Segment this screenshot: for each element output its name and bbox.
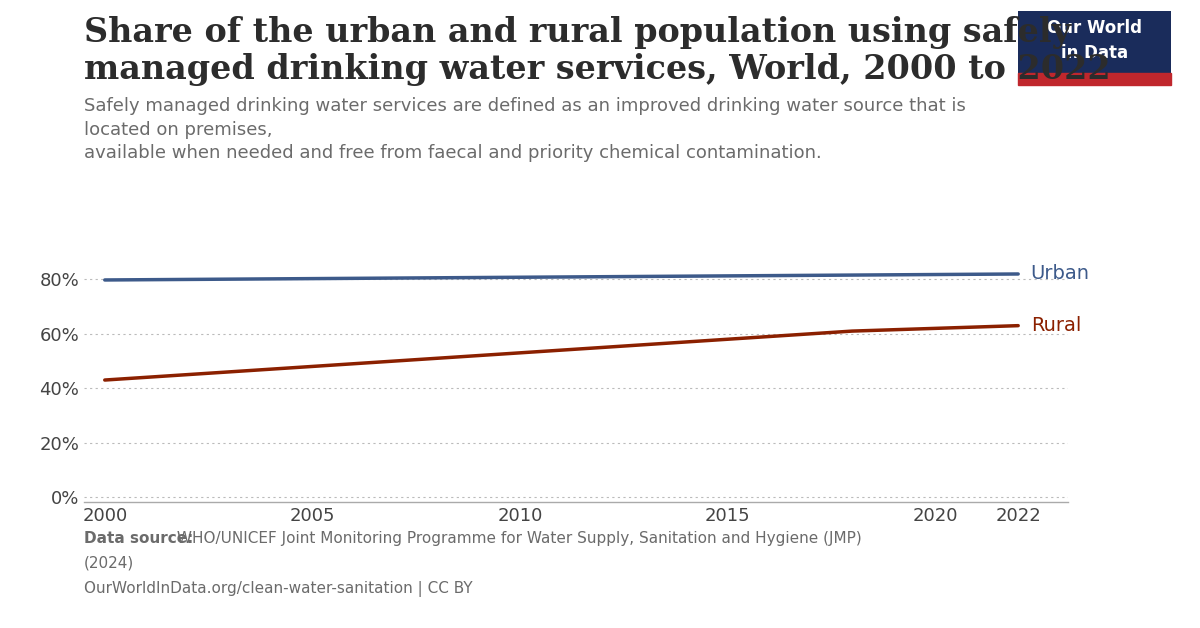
Text: Rural: Rural — [1031, 316, 1081, 335]
Text: located on premises,: located on premises, — [84, 121, 272, 139]
Text: managed drinking water services, World, 2000 to 2022: managed drinking water services, World, … — [84, 53, 1111, 87]
Text: Urban: Urban — [1031, 264, 1090, 283]
Text: Safely managed drinking water services are defined as an improved drinking water: Safely managed drinking water services a… — [84, 97, 966, 116]
Text: Data source:: Data source: — [84, 531, 193, 546]
Text: Share of the urban and rural population using safely: Share of the urban and rural population … — [84, 16, 1072, 49]
Text: available when needed and free from faecal and priority chemical contamination.: available when needed and free from faec… — [84, 144, 822, 162]
Text: WHO/UNICEF Joint Monitoring Programme for Water Supply, Sanitation and Hygiene (: WHO/UNICEF Joint Monitoring Programme fo… — [172, 531, 862, 546]
Text: (2024): (2024) — [84, 556, 134, 571]
Text: Our World
in Data: Our World in Data — [1046, 19, 1142, 62]
Bar — [1018, 73, 1171, 85]
Text: OurWorldInData.org/clean-water-sanitation | CC BY: OurWorldInData.org/clean-water-sanitatio… — [84, 581, 473, 597]
